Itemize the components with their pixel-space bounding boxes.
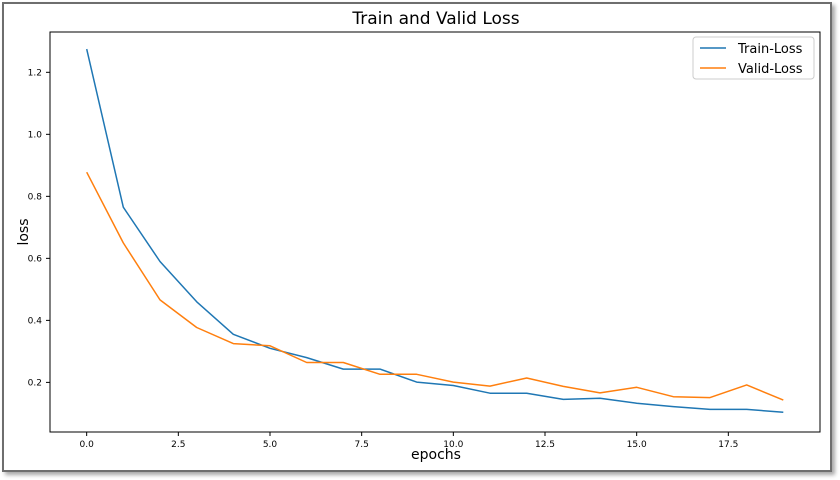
y-tick-label: 0.2 <box>28 378 42 388</box>
y-tick-label: 0.4 <box>28 316 43 326</box>
y-tick-label: 1.0 <box>28 130 43 140</box>
x-tick-label: 17.5 <box>718 440 738 450</box>
chart-frame <box>2 2 832 472</box>
legend-label: Train-Loss <box>737 42 803 57</box>
chart-title: Train and Valid Loss <box>351 9 519 29</box>
y-tick-label: 0.8 <box>28 192 43 202</box>
y-axis-label: loss <box>16 218 32 245</box>
x-tick-label: 0.0 <box>80 440 95 450</box>
legend-label: Valid-Loss <box>738 62 803 77</box>
x-tick-label: 10.0 <box>443 440 463 450</box>
y-tick-label: 0.6 <box>28 254 43 264</box>
x-axis-ticks: 0.0 2.5 5.0 7.5 10.0 12.5 15.0 17.5 <box>80 432 738 450</box>
y-tick-label: 1.2 <box>28 68 42 78</box>
x-tick-label: 7.5 <box>355 440 369 450</box>
plot-area <box>49 31 821 433</box>
series-lines <box>85 48 784 413</box>
y-axis-ticks: 0.2 0.4 0.6 0.8 1.0 1.2 <box>28 68 50 388</box>
x-tick-label: 15.0 <box>627 440 647 450</box>
x-tick-label: 5.0 <box>263 440 278 450</box>
x-axis-label: epochs <box>411 447 461 463</box>
x-tick-label: 12.5 <box>535 440 555 450</box>
series-line-valid-loss <box>86 171 784 401</box>
legend: Train-Loss Valid-Loss <box>692 36 815 80</box>
x-tick-label: 2.5 <box>171 440 185 450</box>
series-line-train-loss <box>85 48 784 413</box>
